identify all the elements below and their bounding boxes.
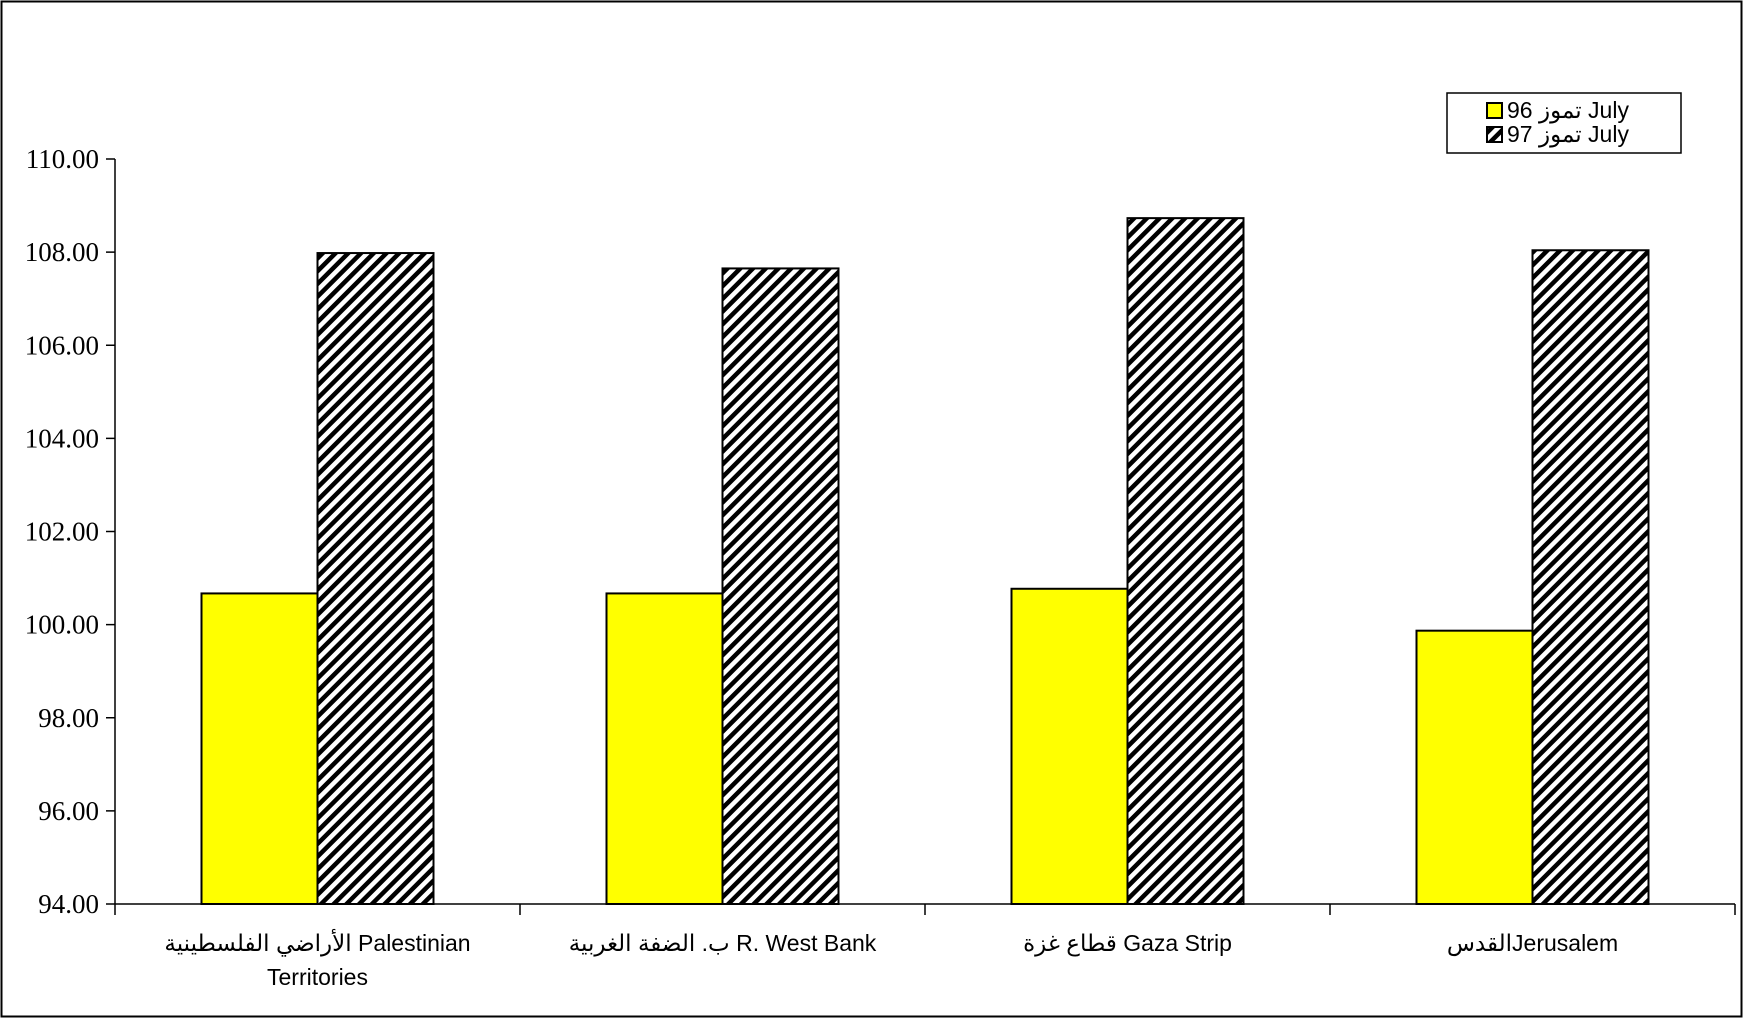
x-tick-label: قطاع غزة Gaza Strip bbox=[1023, 930, 1232, 957]
bar-series-1-cat-4 bbox=[1415, 629, 1534, 905]
y-tick-label: 104.00 bbox=[25, 423, 99, 453]
bar-series-2-cat-1 bbox=[316, 252, 435, 905]
bar-series-2-cat-3 bbox=[1126, 217, 1245, 905]
y-tick-label: 102.00 bbox=[25, 517, 99, 547]
x-tick-label: القدسJerusalem bbox=[1447, 930, 1618, 957]
y-tick-label: 96.00 bbox=[38, 796, 99, 826]
x-tick-label: الأراضي الفلسطينية Palestinian bbox=[164, 929, 470, 957]
legend-label-2: تموز 97 July bbox=[1507, 121, 1629, 148]
y-tick-label: 106.00 bbox=[25, 330, 99, 360]
bar-series-1-cat-1 bbox=[200, 592, 319, 905]
x-tick-label: Territories bbox=[267, 964, 368, 990]
y-tick-label: 110.00 bbox=[26, 144, 99, 174]
legend-swatch-2 bbox=[1486, 126, 1503, 143]
y-tick-label: 98.00 bbox=[38, 703, 99, 733]
y-tick-label: 100.00 bbox=[25, 610, 99, 640]
legend-swatch-1 bbox=[1486, 102, 1503, 119]
bar-series-1-cat-3 bbox=[1010, 587, 1129, 905]
bar-series-2-cat-2 bbox=[721, 267, 840, 905]
legend-label-1: تموز 96 July bbox=[1507, 97, 1629, 124]
bar-series-1-cat-2 bbox=[605, 592, 724, 905]
bar-series-2-cat-4 bbox=[1531, 249, 1650, 905]
x-tick-label: ب. الضفة الغربية R. West Bank bbox=[569, 930, 877, 957]
y-tick-label: 108.00 bbox=[25, 237, 99, 267]
y-tick-label: 94.00 bbox=[38, 889, 99, 919]
